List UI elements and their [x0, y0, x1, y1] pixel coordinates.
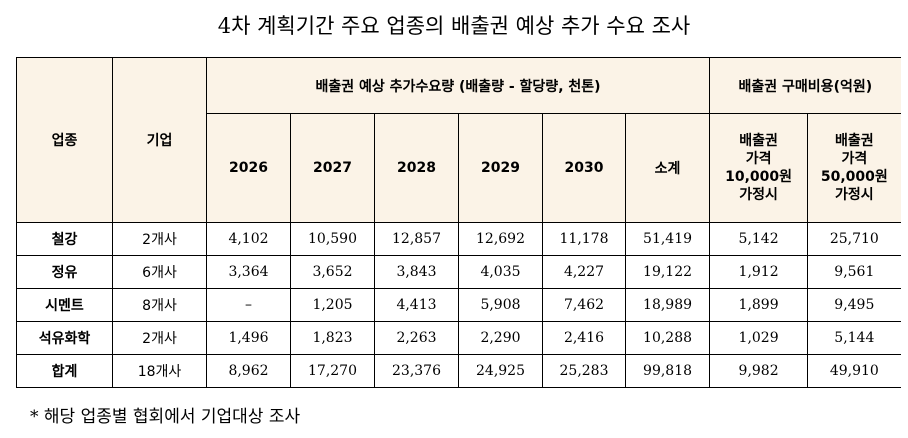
value-cell: 49,910	[807, 354, 901, 388]
value-cell: 12,692	[458, 222, 543, 256]
table-row: 시멘트 8개사 –1,205 4,413 5,908 7,462 18,989 1,899 9,…	[16, 288, 901, 322]
industry-cell: 정유	[16, 255, 113, 289]
header-demand-group: 배출권 예상 추가수요량 (배출량 - 할당량, 천톤)	[205, 57, 711, 114]
value-cell: 17,270	[290, 354, 375, 388]
industry-cell: 철강	[16, 222, 113, 256]
value-cell: 25,283	[542, 354, 626, 388]
value-cell: 1,496	[206, 321, 291, 355]
header-cost-10000: 배출권 가격 10,000원 가정시	[709, 113, 809, 223]
value-cell: 11,178	[542, 222, 626, 256]
value-cell: 10,288	[624, 321, 711, 355]
header-cost-group: 배출권 구매비용(억원)	[709, 57, 901, 114]
value-cell: 51,419	[624, 222, 711, 256]
value-cell: 9,561	[807, 255, 901, 289]
value-cell: –	[206, 288, 291, 322]
value-cell: 1,029	[709, 321, 809, 355]
value-cell: 10,590	[290, 222, 375, 256]
value-cell: 5,144	[807, 321, 901, 355]
industry-cell: 시멘트	[16, 288, 113, 322]
value-cell: 1,205	[290, 288, 375, 322]
value-cell: 2,416	[542, 321, 626, 355]
value-cell: 4,102	[206, 222, 291, 256]
value-cell: 1,823	[290, 321, 375, 355]
table-row: 석유화학 2개사 1,496 1,823 2,263 2,290 2,416 10,288 1,…	[16, 321, 901, 355]
value-cell: 1,899	[709, 288, 809, 322]
value-cell: 24,925	[458, 354, 543, 388]
value-cell: 7,462	[542, 288, 626, 322]
value-cell: 4,413	[374, 288, 459, 322]
value-cell: 1,912	[709, 255, 809, 289]
table-row: 철강 2개사 4,102 10,590 12,857 12,692 11,178 51,419…	[16, 222, 901, 256]
value-cell: 5,908	[458, 288, 543, 322]
value-cell: 3,364	[206, 255, 291, 289]
companies-cell: 2개사	[112, 321, 207, 355]
header-year: 2027	[290, 113, 375, 223]
value-cell: 3,843	[374, 255, 459, 289]
header-subtotal: 소계	[624, 113, 711, 223]
value-cell: 25,710	[807, 222, 901, 256]
value-cell: 12,857	[374, 222, 459, 256]
value-cell: 4,227	[542, 255, 626, 289]
value-cell: 4,035	[458, 255, 543, 289]
companies-cell: 8개사	[112, 288, 207, 322]
emission-demand-table: 업종 기업 배출권 예상 추가수요량 (배출량 - 할당량, 천톤) 배출권 구…	[16, 57, 901, 388]
value-cell: 5,142	[709, 222, 809, 256]
document-title: 4차 계획기간 주요 업종의 배출권 예상 추가 수요 조사	[217, 14, 691, 38]
header-year: 2026	[206, 113, 291, 223]
value-cell: 99,818	[624, 354, 711, 388]
value-cell: 2,290	[458, 321, 543, 355]
header-year: 2028	[374, 113, 459, 223]
value-cell: 23,376	[374, 354, 459, 388]
value-cell: 9,982	[709, 354, 809, 388]
table-row: 정유 6개사 3,364 3,652 3,843 4,035 4,227 19,122 1,91…	[16, 255, 901, 289]
value-cell: 19,122	[624, 255, 711, 289]
header-companies: 기업	[112, 57, 207, 223]
header-industry: 업종	[16, 57, 113, 223]
companies-cell: 2개사	[112, 222, 207, 256]
value-cell: 3,652	[290, 255, 375, 289]
value-cell: 9,495	[807, 288, 901, 322]
header-cost-50000: 배출권 가격 50,000원 가정시	[807, 113, 901, 223]
value-cell: 18,989	[624, 288, 711, 322]
value-cell: 8,962	[206, 354, 291, 388]
footnote: * 해당 업종별 협회에서 기업대상 조사	[30, 407, 301, 427]
value-cell: 2,263	[374, 321, 459, 355]
industry-cell: 합계	[16, 354, 113, 388]
industry-cell: 석유화학	[16, 321, 113, 355]
table-row: 합계 18개사 8,962 17,270 23,376 24,925 25,283 99,81…	[16, 354, 901, 388]
header-year: 2030	[542, 113, 626, 223]
companies-cell: 18개사	[112, 354, 207, 388]
header-year: 2029	[458, 113, 543, 223]
companies-cell: 6개사	[112, 255, 207, 289]
